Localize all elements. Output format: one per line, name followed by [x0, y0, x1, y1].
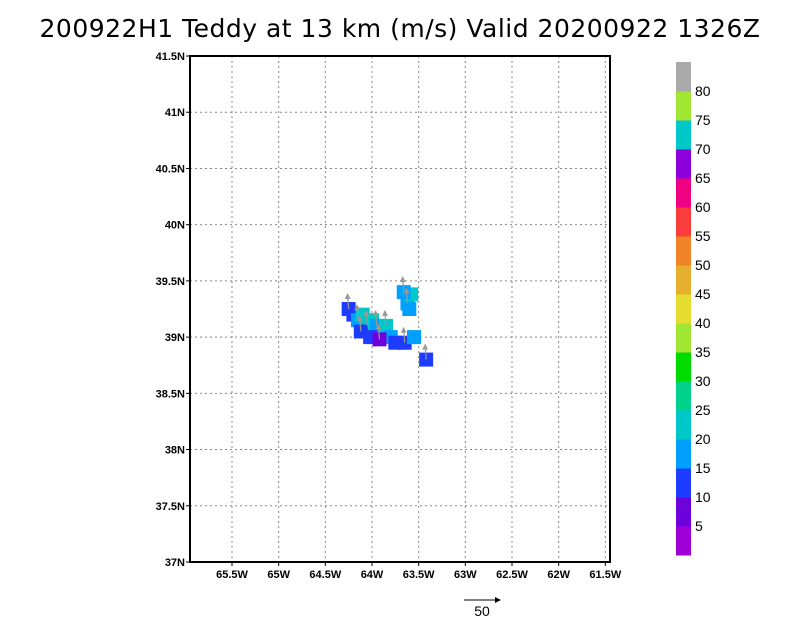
- x-tick-label: 63W: [454, 569, 477, 581]
- y-tick-label: 40N: [165, 220, 185, 232]
- wind-vector-head: [403, 287, 410, 294]
- y-tick-label: 37N: [165, 557, 185, 569]
- x-tick-label: 61.5W: [589, 569, 621, 581]
- x-tick-label: 63.5W: [403, 569, 435, 581]
- x-tick-label: 62.5W: [496, 569, 528, 581]
- x-tick-label: 65.5W: [216, 569, 248, 581]
- y-axis: 37N 37.5N 38N 38.5N 39N 39.5N 40N 40.5N 41N 41.5N: [156, 51, 190, 569]
- colorbar-swatch: [676, 236, 691, 266]
- x-tick-label: 62W: [547, 569, 570, 581]
- colorbar-label: 50: [695, 257, 711, 273]
- colorbar-swatch: [676, 120, 691, 150]
- colorbar-label: 40: [695, 315, 711, 331]
- wind-vector-head: [382, 309, 388, 316]
- wind-speed-field: [341, 285, 434, 367]
- y-tick-label: 40.5N: [156, 163, 185, 175]
- y-tick-label: 39.5N: [156, 276, 185, 288]
- colorbar-label: 65: [695, 170, 711, 186]
- wind-vectors: [344, 276, 429, 360]
- colorbar-swatch: [676, 497, 691, 527]
- y-tick-label: 39N: [165, 332, 185, 344]
- wind-vector-head: [354, 304, 360, 311]
- colorbar-label: 15: [695, 460, 711, 476]
- reference-vector: 50: [464, 597, 501, 618]
- colorbar-label: 25: [695, 402, 711, 418]
- colorbar-swatch: [676, 526, 691, 556]
- y-tick-label: 41.5N: [156, 51, 185, 63]
- colorbar-swatch: [676, 149, 691, 179]
- wind-vector-head: [372, 309, 379, 316]
- y-tick-label: 41N: [165, 107, 185, 119]
- wind-vector-head: [344, 293, 351, 299]
- colorbar: 5 10 15 20 25 30 35 40 45 50 55 60 65 70 75 80: [676, 62, 711, 556]
- colorbar-swatch: [676, 439, 691, 469]
- colorbar-swatch: [676, 294, 691, 324]
- colorbar-swatch: [676, 207, 691, 237]
- colorbar-swatch: [676, 381, 691, 411]
- x-axis: 65.5W 65W 64.5W 64W 63.5W 63W 62.5W 62W 61.5W: [216, 562, 622, 581]
- x-tick-label: 64.5W: [309, 569, 341, 581]
- gridlines: [190, 55, 610, 563]
- colorbar-label: 10: [695, 489, 711, 505]
- colorbar-swatch: [676, 468, 691, 498]
- wind-speed-cell: [402, 302, 417, 316]
- colorbar-label: 70: [695, 141, 711, 157]
- colorbar-label: 35: [695, 344, 711, 360]
- y-tick-label: 37.5N: [156, 501, 185, 513]
- colorbar-label: 75: [695, 112, 711, 128]
- colorbar-label: 60: [695, 199, 711, 215]
- wind-speed-cell: [407, 330, 421, 345]
- colorbar-swatch: [676, 178, 691, 208]
- x-tick-label: 65W: [267, 569, 290, 581]
- colorbar-label: 5: [695, 518, 703, 534]
- wind-vector-head: [356, 315, 363, 322]
- colorbar-swatch: [676, 91, 691, 121]
- colorbar-label: 55: [695, 228, 711, 244]
- wind-vector-head: [375, 323, 382, 330]
- colorbar-label: 20: [695, 431, 711, 447]
- wind-vector-head: [422, 343, 429, 350]
- reference-vector-label: 50: [474, 603, 490, 618]
- colorbar-label: 80: [695, 83, 711, 99]
- x-tick-label: 64W: [361, 569, 384, 581]
- colorbar-label: 30: [695, 373, 711, 389]
- y-tick-label: 38N: [165, 445, 185, 457]
- wind-vector-head: [399, 276, 406, 283]
- colorbar-swatch: [676, 265, 691, 295]
- colorbar-swatch: [676, 410, 691, 440]
- colorbar-swatch: [676, 62, 691, 92]
- colorbar-label: 45: [695, 286, 711, 302]
- y-tick-label: 38.5N: [156, 388, 185, 400]
- colorbar-swatch: [676, 352, 691, 382]
- wind-vector-head: [400, 326, 407, 333]
- plot-frame: [189, 55, 611, 563]
- chart-title: 200922H1 Teddy at 13 km (m/s) Valid 2020…: [39, 14, 761, 43]
- colorbar-swatch: [676, 323, 691, 353]
- wind-vector-head: [363, 309, 370, 316]
